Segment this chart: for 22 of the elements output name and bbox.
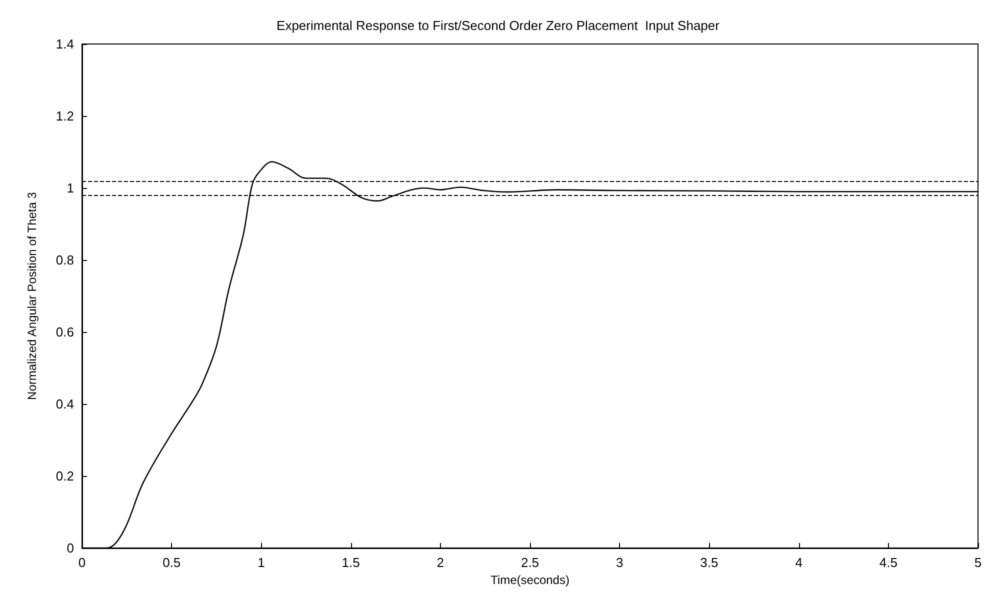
x-tick-label: 0 [78, 555, 86, 570]
y-axis-title: Normalized Angular Position of Theta 3 [25, 192, 39, 400]
x-tick-label: 1.5 [342, 555, 360, 570]
x-tick-label: 1 [258, 555, 265, 570]
y-tick-label: 0 [66, 540, 74, 556]
x-tick-label: 2 [436, 555, 444, 570]
y-tick-label: 1 [66, 180, 74, 196]
x-tick-label: 0.5 [162, 555, 181, 570]
x-tick-label: 3 [616, 555, 624, 570]
y-tick-label: 0.8 [56, 252, 74, 268]
x-axis-title: Time(seconds) [490, 572, 570, 587]
y-tick-label: 1.2 [56, 108, 74, 124]
y-tick-label: 1.4 [56, 36, 74, 52]
y-tick-label: 0.6 [56, 324, 74, 340]
y-tick-label: 0.4 [56, 396, 74, 412]
x-tick-label: 2.5 [520, 555, 540, 570]
chart-title: Experimental Response to First/Second Order Zero Placement Input Shaper [276, 18, 720, 33]
x-tick-label: 3.5 [700, 555, 718, 570]
x-tick-label: 4.5 [879, 555, 898, 570]
x-tick-label: 5 [974, 555, 982, 570]
x-tick-label: 4 [795, 555, 802, 570]
y-tick-label: 0.2 [56, 468, 74, 484]
